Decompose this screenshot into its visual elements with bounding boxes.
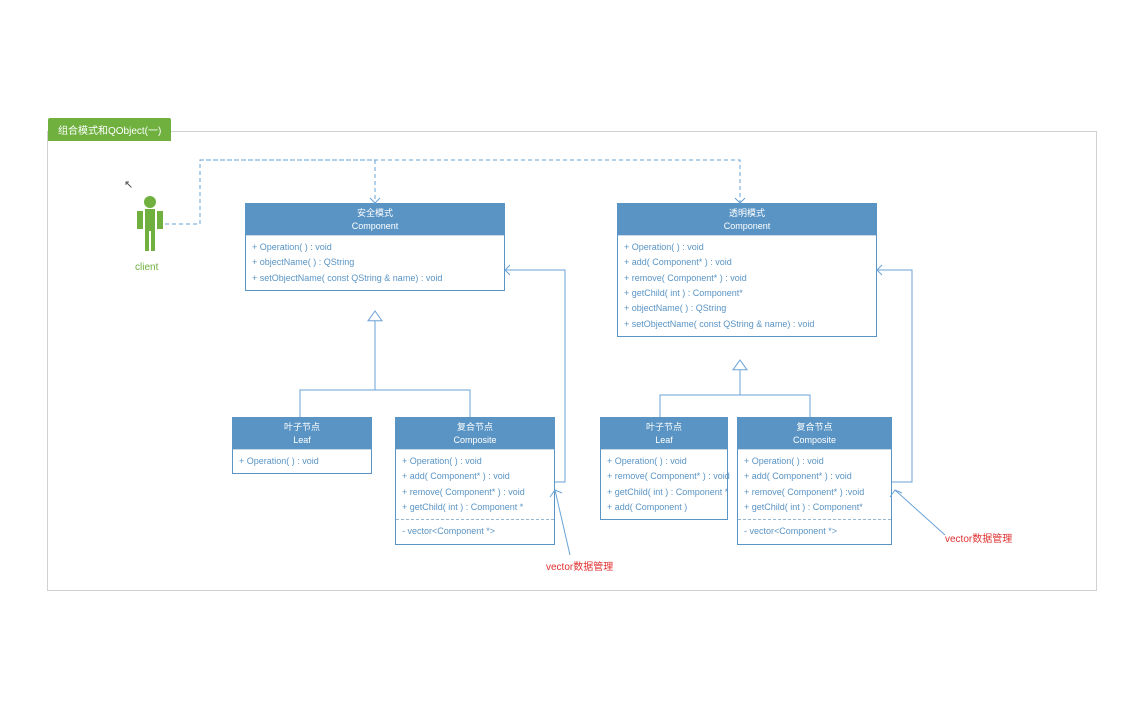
uml-method-row: + remove( Component* ) : void [607,469,721,484]
uml-class-rightLeaf[interactable]: 叶子节点Leaf+ Operation( ) : void+ remove( C… [600,417,728,520]
uml-class-title-cn: 安全模式 [250,207,500,220]
uml-class-title-en: Composite [742,434,887,447]
uml-method-row: + getChild( int ) : Component * [402,500,548,515]
actor-client-icon [135,195,165,260]
uml-method-row: + setObjectName( const QString & name) :… [252,271,498,286]
actor-client-label: client [135,262,158,273]
uml-method-row: + add( Component* ) : void [744,469,885,484]
uml-method-row: + Operation( ) : void [607,454,721,469]
uml-class-header: 复合节点Composite [396,418,554,449]
uml-method-row: + objectName( ) : QString [624,301,870,316]
uml-class-title-cn: 复合节点 [400,421,550,434]
uml-method-row: + Operation( ) : void [252,240,498,255]
uml-class-title-cn: 透明模式 [622,207,872,220]
uml-method-row: + add( Component* ) : void [624,255,870,270]
uml-class-leftComposite[interactable]: 复合节点Composite+ Operation( ) : void+ add(… [395,417,555,545]
uml-class-title-en: Component [250,220,500,233]
uml-class-header: 透明模式Component [618,204,876,235]
uml-method-row: + remove( Component* ) : void [402,485,548,500]
uml-class-section: - vector<Component *> [738,519,891,543]
uml-class-title-cn: 复合节点 [742,421,887,434]
uml-class-section: + Operation( ) : void [233,449,371,473]
uml-class-header: 叶子节点Leaf [233,418,371,449]
diagram-tab[interactable]: 组合模式和QObject(一) [48,118,171,141]
uml-class-leftComponent[interactable]: 安全模式Component+ Operation( ) : void+ obje… [245,203,505,291]
uml-class-rightComponent[interactable]: 透明模式Component+ Operation( ) : void+ add(… [617,203,877,337]
uml-method-row: + objectName( ) : QString [252,255,498,270]
uml-class-section: + Operation( ) : void+ remove( Component… [601,449,727,519]
uml-class-section: - vector<Component *> [396,519,554,543]
uml-class-section: + Operation( ) : void+ add( Component* )… [618,235,876,336]
mouse-cursor-icon: ↖ [124,178,133,191]
uml-class-title-en: Composite [400,434,550,447]
uml-method-row: + Operation( ) : void [744,454,885,469]
uml-method-row: + getChild( int ) : Component* [624,286,870,301]
uml-class-header: 叶子节点Leaf [601,418,727,449]
uml-class-section: + Operation( ) : void+ add( Component* )… [738,449,891,519]
uml-method-row: - vector<Component *> [744,524,885,539]
uml-class-title-cn: 叶子节点 [605,421,723,434]
uml-method-row: - vector<Component *> [402,524,548,539]
uml-method-row: + add( Component ) [607,500,721,515]
uml-class-title-cn: 叶子节点 [237,421,367,434]
uml-class-rightComposite[interactable]: 复合节点Composite+ Operation( ) : void+ add(… [737,417,892,545]
diagram-canvas [47,131,1097,591]
uml-class-title-en: Component [622,220,872,233]
uml-method-row: + Operation( ) : void [402,454,548,469]
uml-method-row: + getChild( int ) : Component * [607,485,721,500]
uml-method-row: + getChild( int ) : Component* [744,500,885,515]
annotation-vector-left: vector数据管理 [546,558,613,573]
uml-method-row: + Operation( ) : void [624,240,870,255]
uml-class-title-en: Leaf [237,434,367,447]
uml-class-header: 复合节点Composite [738,418,891,449]
uml-class-section: + Operation( ) : void+ add( Component* )… [396,449,554,519]
uml-method-row: + remove( Component* ) : void [624,271,870,286]
uml-method-row: + Operation( ) : void [239,454,365,469]
uml-method-row: + setObjectName( const QString & name) :… [624,317,870,332]
uml-method-row: + remove( Component* ) :void [744,485,885,500]
uml-class-title-en: Leaf [605,434,723,447]
uml-class-header: 安全模式Component [246,204,504,235]
uml-method-row: + add( Component* ) : void [402,469,548,484]
uml-class-section: + Operation( ) : void+ objectName( ) : Q… [246,235,504,290]
uml-class-leftLeaf[interactable]: 叶子节点Leaf + Operation( ) : void [232,417,372,474]
annotation-vector-right: vector数据管理 [945,530,1012,545]
